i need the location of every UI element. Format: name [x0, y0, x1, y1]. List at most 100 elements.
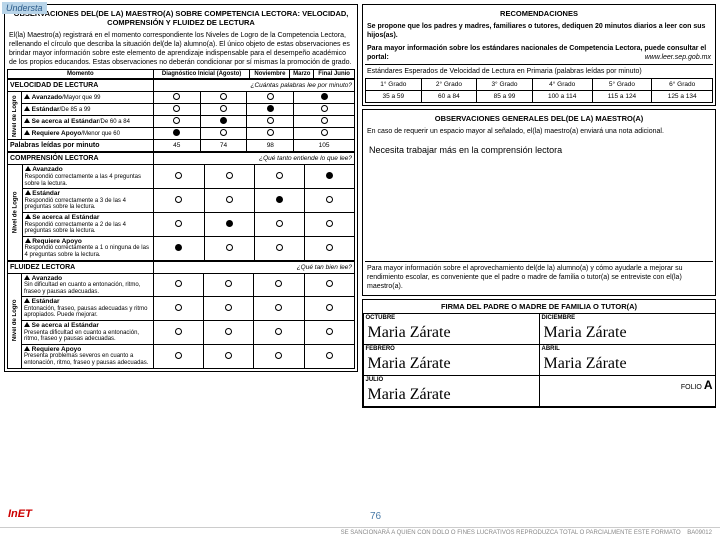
rec-url[interactable]: www.leer.sep.gob.mx [645, 53, 711, 62]
comp-title: COMPRENSIÓN LECTORA [8, 153, 154, 165]
comp-c03[interactable] [304, 165, 354, 189]
comp-c13[interactable] [304, 189, 354, 213]
firma-title: FIRMA DEL PADRE O MADRE DE FAMILIA O TUT… [363, 300, 715, 314]
comp-c12[interactable] [254, 189, 304, 213]
rec-p2: Para mayor información sobre los estánda… [365, 42, 713, 64]
vel-c11[interactable] [200, 104, 247, 116]
triangle-icon [24, 346, 30, 351]
triangle-icon [25, 166, 31, 171]
comp-c00[interactable] [154, 165, 204, 189]
ppm-2: 98 [247, 140, 294, 152]
triangle-icon [24, 275, 30, 280]
gh5: 6° Grado [652, 79, 713, 91]
sig-feb: FEBREROMaria Zárate [363, 344, 540, 376]
flu-r3: Requiere ApoyoPresenta problemas severos… [22, 344, 154, 368]
flu-c33[interactable] [304, 344, 354, 368]
gh2: 3° Grado [477, 79, 533, 91]
obs-gen-box: OBSERVACIONES GENERALES DEL(DE LA) MAEST… [362, 109, 716, 295]
gh1: 2° Grado [421, 79, 477, 91]
sig-dic: DICIEMBREMaria Zárate [539, 313, 716, 345]
sig-folio: FOLIO A [539, 375, 716, 407]
vel-c23[interactable] [294, 116, 355, 128]
left-column: OBSERVACIONES DEL(DE LA) MAESTRO(A) SOBR… [4, 4, 358, 408]
comp-c31[interactable] [204, 236, 254, 260]
comp-c22[interactable] [254, 212, 304, 236]
vel-c10[interactable] [153, 104, 200, 116]
triangle-icon [24, 130, 30, 135]
flu-c32[interactable] [254, 344, 304, 368]
vel-c31[interactable] [200, 128, 247, 140]
comp-c02[interactable] [254, 165, 304, 189]
comp-c20[interactable] [154, 212, 204, 236]
vel-r1: Estándar/De 85 a 99 [22, 104, 154, 116]
vel-c21[interactable] [200, 116, 247, 128]
col-1: Noviembre [250, 70, 290, 79]
flu-c12[interactable] [254, 297, 304, 321]
vel-c32[interactable] [247, 128, 294, 140]
nivel-label: Nivel de Logro [8, 165, 23, 260]
firma-box: FIRMA DEL PADRE O MADRE DE FAMILIA O TUT… [362, 299, 716, 408]
comp-c32[interactable] [254, 236, 304, 260]
obs-title: OBSERVACIONES DEL(DE LA) MAESTRO(A) SOBR… [7, 7, 355, 29]
flu-c31[interactable] [204, 344, 254, 368]
vel-c13[interactable] [294, 104, 355, 116]
velocidad-table: VELOCIDAD DE LECTURA ¿Cuántas palabras l… [7, 79, 355, 152]
comp-c30[interactable] [154, 236, 204, 260]
flu-c02[interactable] [254, 273, 304, 297]
vel-c33[interactable] [294, 128, 355, 140]
flu-c10[interactable] [153, 297, 203, 321]
comp-c10[interactable] [154, 189, 204, 213]
triangle-icon [25, 238, 31, 243]
inet-logo: InET [8, 508, 32, 520]
obs-gen-p2: Para mayor información sobre el aprovech… [365, 261, 713, 293]
rec-title: RECOMENDACIONES [365, 7, 713, 20]
grades-table: 1° Grado2° Grado3° Grado4° Grado5° Grado… [365, 78, 713, 103]
col-3: Final Junio [314, 70, 355, 79]
vel-q: ¿Cuántas palabras lee por minuto? [153, 80, 354, 92]
comp-c23[interactable] [304, 212, 354, 236]
vel-c03[interactable] [294, 92, 355, 104]
flu-c21[interactable] [204, 321, 254, 345]
obs-space [365, 161, 713, 261]
vel-c30[interactable] [153, 128, 200, 140]
col-0: Diagnóstico Inicial (Agosto) [153, 70, 250, 79]
triangle-icon [24, 118, 30, 123]
comp-c21[interactable] [204, 212, 254, 236]
observations-box: OBSERVACIONES DEL(DE LA) MAESTRO(A) SOBR… [4, 4, 358, 372]
comp-c01[interactable] [204, 165, 254, 189]
comp-r0: AvanzadoRespondió correctamente a las 4 … [22, 165, 154, 189]
flu-c22[interactable] [254, 321, 304, 345]
flu-c20[interactable] [153, 321, 203, 345]
flu-c23[interactable] [304, 321, 354, 345]
vel-c20[interactable] [153, 116, 200, 128]
flu-c13[interactable] [304, 297, 354, 321]
flu-c11[interactable] [204, 297, 254, 321]
vel-c12[interactable] [247, 104, 294, 116]
vel-c01[interactable] [200, 92, 247, 104]
gh3: 4° Grado [532, 79, 592, 91]
rec-p1: Se propone que los padres y madres, fami… [365, 20, 713, 42]
nivel-label: Nivel de Logro [8, 92, 22, 140]
flu-c01[interactable] [204, 273, 254, 297]
triangle-icon [25, 190, 31, 195]
flu-c03[interactable] [304, 273, 354, 297]
fluidez-table: FLUIDEZ LECTORA ¿Qué tan bien lee? Nivel… [7, 261, 355, 369]
comp-c11[interactable] [204, 189, 254, 213]
comp-q: ¿Qué tanto entiende lo que lee? [154, 153, 355, 165]
sig-abr: ABRILMaria Zárate [539, 344, 716, 376]
comp-r2: Se acerca al EstándarRespondió correctam… [22, 212, 154, 236]
obs-gen-title: OBSERVACIONES GENERALES DEL(DE LA) MAEST… [365, 112, 713, 125]
vel-r0: Avanzado/Mayor que 99 [22, 92, 154, 104]
flu-c30[interactable] [153, 344, 203, 368]
comp-c33[interactable] [304, 236, 354, 260]
flu-c00[interactable] [153, 273, 203, 297]
gv5: 125 a 134 [652, 91, 713, 103]
page-number: 76 [370, 511, 381, 522]
vel-c02[interactable] [247, 92, 294, 104]
flu-q: ¿Qué tan bien lee? [153, 261, 354, 273]
vel-r3: Requiere Apoyo/Menor que 60 [22, 128, 154, 140]
gv1: 60 a 84 [421, 91, 477, 103]
vel-c22[interactable] [247, 116, 294, 128]
comp-r3: Requiere ApoyoRespondió correctamente a … [22, 236, 154, 260]
vel-c00[interactable] [153, 92, 200, 104]
